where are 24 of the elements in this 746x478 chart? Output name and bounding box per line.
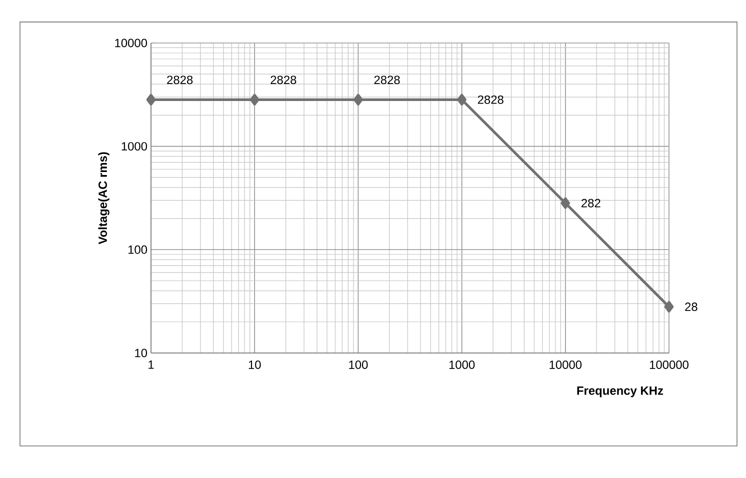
point [354,94,363,106]
data-label: 2828 [167,76,193,84]
y-tick-label: 10 [135,348,148,358]
data-label: 28 [685,302,698,312]
data-label: 2828 [374,76,400,84]
x-tick-label: 100000 [650,360,688,369]
point [146,94,156,106]
data-label: 282 [582,198,600,208]
data-label: 2828 [478,95,504,104]
y-tick-label: 10000 [115,38,148,48]
x-axis-title: Frequency KHz [577,386,664,398]
x-tick-label: 1000 [449,360,475,369]
y-axis-title: Voltage(AC rms) [98,152,110,244]
point [664,300,674,313]
x-tick-label: 10000 [550,360,582,369]
y-tick-label: 1000 [122,142,148,151]
data-label: 2828 [270,76,296,84]
x-tick-label: 10 [248,360,261,369]
y-tick-label: 100 [128,245,148,254]
x-tick-label: 1 [148,360,154,369]
point [560,197,570,209]
point [457,94,466,106]
point [250,94,260,106]
x-tick-label: 100 [349,360,368,369]
